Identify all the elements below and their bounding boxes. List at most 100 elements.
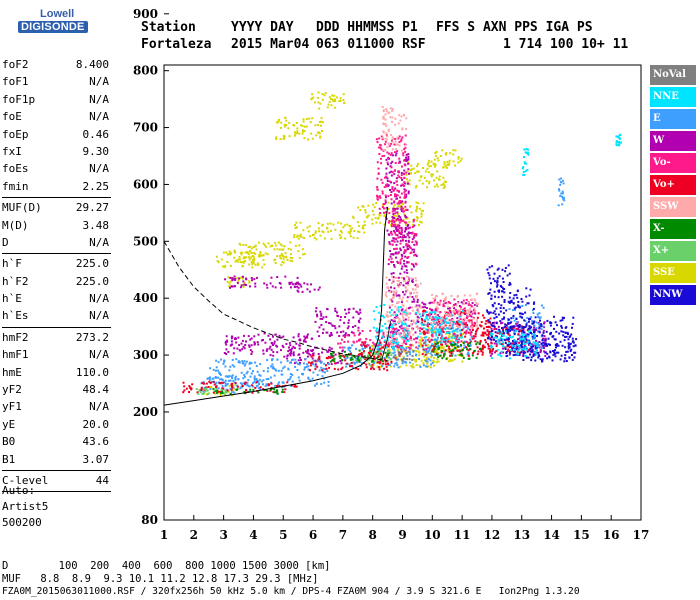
echo-point: [337, 361, 339, 364]
echo-point: [500, 322, 502, 325]
echo-point: [393, 338, 396, 340]
echo-point: [452, 341, 455, 344]
echo-point: [292, 353, 295, 355]
echo-point: [467, 327, 470, 330]
echo-point: [331, 359, 334, 362]
echo-point: [261, 254, 264, 257]
echo-point: [278, 248, 281, 251]
echo-point: [513, 325, 516, 328]
echo-point: [340, 231, 343, 234]
echo-point: [426, 167, 429, 170]
echo-point: [397, 174, 400, 177]
echo-point: [344, 308, 346, 311]
echo-point: [403, 181, 406, 184]
echo-point: [447, 307, 450, 310]
echo-point: [393, 290, 395, 293]
echo-point: [386, 135, 389, 138]
echo-point: [512, 317, 515, 319]
echo-point: [391, 304, 394, 306]
echo-point: [201, 393, 204, 395]
echo-point: [327, 381, 330, 383]
echo-point: [243, 391, 246, 393]
echo-series-8: [381, 106, 479, 345]
echo-point: [438, 345, 441, 348]
echo-point: [346, 327, 349, 330]
echo-point: [522, 166, 525, 168]
echo-point: [403, 221, 406, 224]
echo-point: [272, 367, 275, 370]
param-name: foE: [2, 110, 22, 124]
echo-point: [339, 342, 342, 345]
echo-point: [316, 315, 319, 318]
echo-point: [503, 288, 506, 290]
echo-point: [379, 221, 382, 224]
echo-point: [501, 343, 504, 346]
echo-point: [394, 341, 397, 344]
echo-point: [225, 388, 228, 391]
echo-point: [274, 368, 277, 371]
echo-point: [394, 138, 397, 140]
echo-point: [388, 311, 391, 314]
echo-point: [389, 107, 392, 110]
echo-point: [454, 308, 457, 311]
echo-point: [422, 312, 425, 315]
echo-point: [520, 298, 523, 300]
echo-point: [518, 345, 521, 348]
echo-point: [266, 348, 269, 351]
echo-point: [468, 314, 471, 317]
echo-point: [356, 340, 358, 343]
echo-point: [270, 276, 273, 279]
echo-point: [474, 299, 477, 302]
echo-point: [280, 349, 282, 352]
echo-point: [501, 295, 504, 298]
echo-point: [237, 336, 240, 339]
echo-point: [447, 360, 450, 363]
echo-point: [466, 353, 469, 356]
echo-point: [298, 347, 301, 350]
echo-point: [390, 354, 393, 357]
echo-point: [401, 350, 404, 353]
echo-point: [358, 321, 361, 324]
echo-point: [397, 170, 400, 173]
echo-point: [322, 370, 324, 373]
echo-point: [411, 223, 414, 226]
echo-point: [402, 346, 404, 349]
echo-point: [413, 321, 416, 324]
echo-point: [371, 222, 374, 225]
echo-point: [317, 222, 320, 225]
echo-point: [325, 315, 328, 318]
echo-point: [464, 335, 467, 338]
echo-point: [391, 327, 394, 330]
echo-point: [533, 320, 536, 323]
echo-point: [296, 226, 298, 229]
x-tick-label: 16: [603, 528, 620, 542]
echo-point: [289, 241, 292, 244]
echo-point: [291, 373, 294, 376]
echo-point: [503, 299, 506, 301]
echo-point: [382, 362, 385, 365]
echo-point: [308, 290, 311, 293]
echo-point: [501, 318, 504, 321]
echo-point: [293, 236, 296, 239]
echo-point: [385, 346, 388, 349]
echo-point: [311, 137, 314, 140]
echo-point: [534, 347, 537, 350]
echo-point: [426, 356, 429, 359]
echo-point: [257, 391, 260, 394]
trace-curve: [163, 207, 389, 406]
echo-point: [415, 337, 418, 340]
echo-point: [388, 212, 391, 215]
param-name: B0: [2, 435, 16, 449]
echo-point: [442, 319, 445, 322]
echo-point: [517, 300, 520, 303]
echo-point: [313, 236, 316, 239]
echo-point: [245, 389, 247, 392]
echo-point: [460, 321, 462, 323]
echo-point: [405, 364, 408, 367]
echo-point: [556, 344, 559, 347]
echo-point: [408, 351, 411, 354]
echo-point: [212, 377, 215, 380]
x-tick-label: 6: [309, 528, 317, 542]
echo-point: [554, 338, 557, 341]
echo-point: [344, 237, 347, 240]
